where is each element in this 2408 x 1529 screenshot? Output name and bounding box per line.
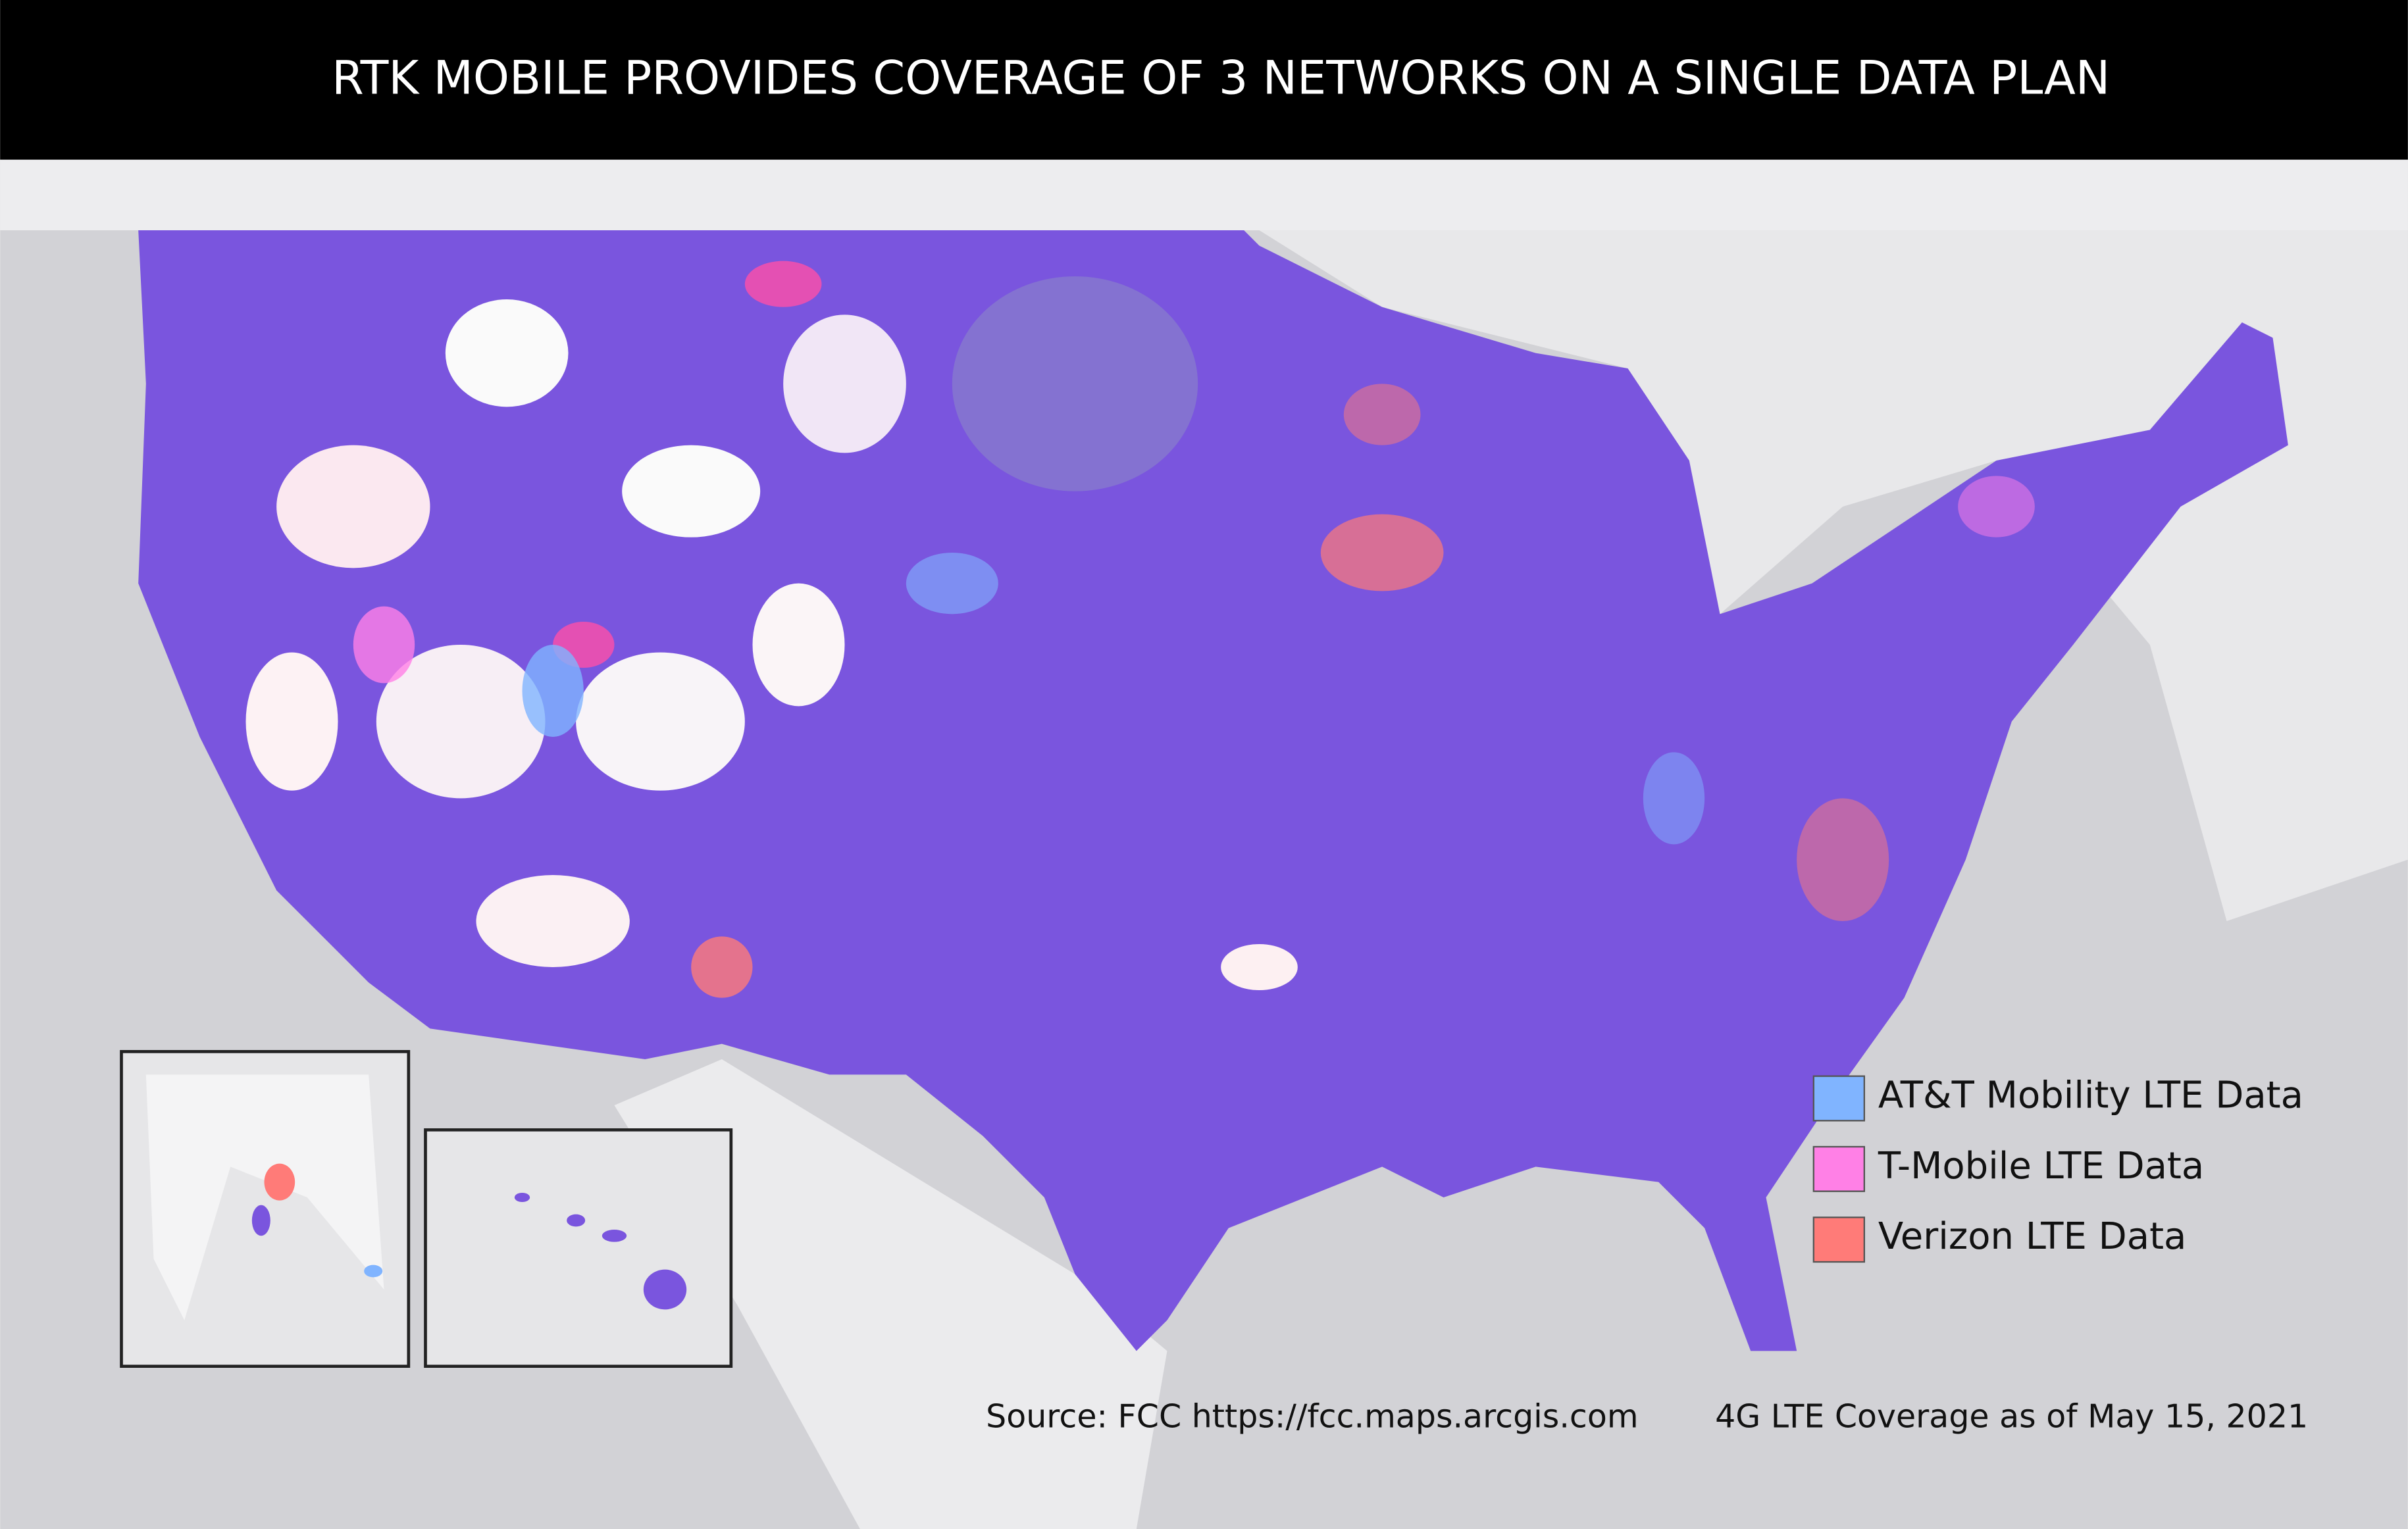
alaska-inset <box>120 1050 411 1368</box>
legend: AT&T Mobility LTE Data T-Mobile LTE Data V… <box>1812 1074 2303 1263</box>
title: RTK MOBILE PROVIDES COVERAGE OF 3 NETWOR… <box>332 51 2110 105</box>
legend-label: AT&T Mobility LTE Data <box>1878 1074 2303 1116</box>
canada-land <box>0 159 2408 922</box>
border-land <box>0 159 2408 230</box>
hawaii-inset <box>424 1128 733 1368</box>
legend-label: Verizon LTE Data <box>1878 1215 2187 1258</box>
legend-swatch <box>1812 1216 1865 1263</box>
coverage-note: 4G LTE Coverage as of May 15, 2021 <box>1715 1398 2308 1436</box>
mexico-land <box>614 1059 1167 1529</box>
coverage-patches <box>245 261 2035 998</box>
legend-swatch <box>1812 1075 1865 1122</box>
legend-swatch <box>1812 1145 1865 1192</box>
legend-label: T-Mobile LTE Data <box>1878 1145 2204 1188</box>
header-bar <box>0 0 2408 160</box>
source-note: Source: FCC https://fcc.maps.arcgis.com <box>986 1398 1638 1436</box>
